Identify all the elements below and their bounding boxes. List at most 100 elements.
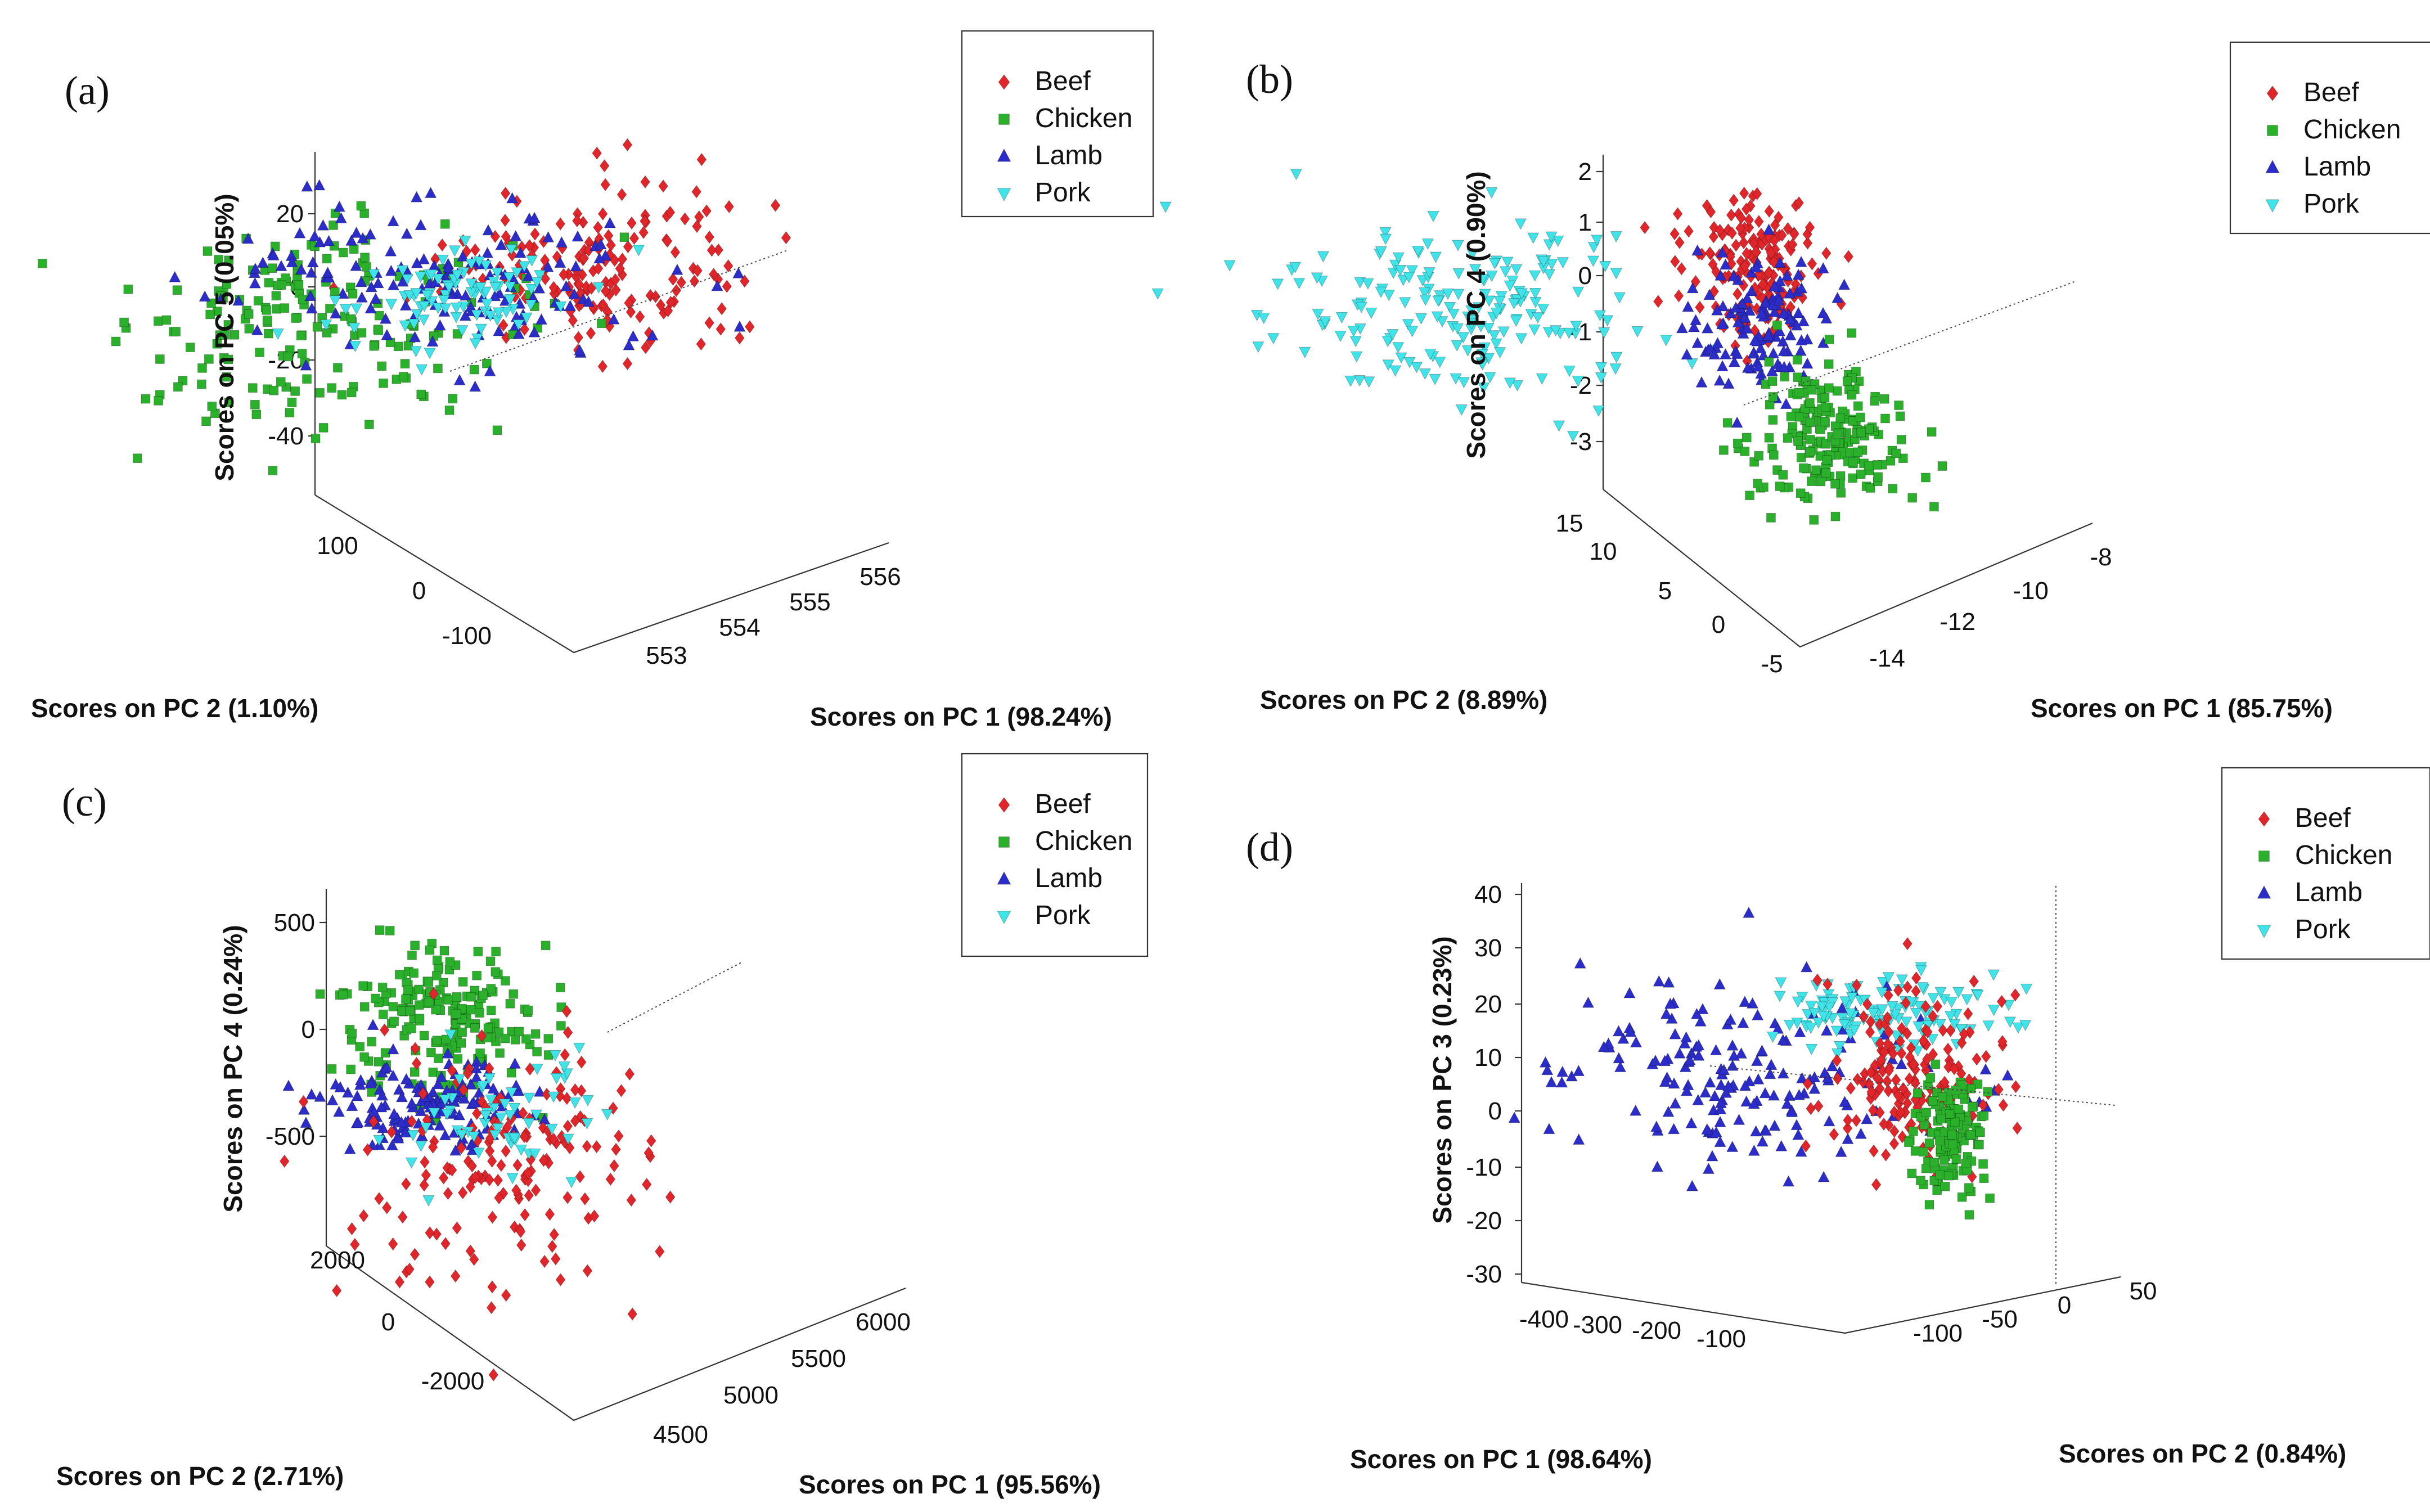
beef-marker xyxy=(447,1163,457,1177)
chicken-marker xyxy=(1821,439,1831,448)
chicken-marker xyxy=(327,1064,337,1074)
scatter-points xyxy=(279,925,676,1382)
chicken-marker xyxy=(407,1024,416,1033)
pork-marker xyxy=(444,1029,457,1041)
chicken-marker xyxy=(1856,428,1866,438)
beef-marker xyxy=(382,1201,392,1214)
lamb-marker xyxy=(489,290,501,302)
pork-marker xyxy=(505,244,518,255)
pork-marker xyxy=(1427,211,1439,223)
lamb-marker xyxy=(1716,360,1729,371)
lamb-marker xyxy=(1820,312,1833,324)
pork-marker xyxy=(1511,380,1523,392)
pork-marker xyxy=(581,1118,593,1130)
chicken-marker xyxy=(416,389,426,399)
beef-marker xyxy=(1794,196,1804,210)
pork-marker xyxy=(439,1095,451,1106)
chicken-marker xyxy=(514,1027,524,1037)
beef-marker xyxy=(523,1166,533,1180)
lamb-marker xyxy=(1572,1065,1585,1077)
beef-marker xyxy=(640,214,650,228)
pork-marker xyxy=(494,1112,507,1124)
beef-marker xyxy=(1889,1105,1900,1119)
lamb-marker xyxy=(1776,335,1789,346)
beef-marker xyxy=(1920,1000,1931,1013)
chicken-marker xyxy=(222,372,231,382)
beef-marker xyxy=(2010,1080,2021,1094)
pork-marker xyxy=(2004,1016,2017,1028)
lamb-marker xyxy=(1718,1064,1730,1076)
lamb-marker xyxy=(249,277,261,289)
lamb-marker xyxy=(1748,1144,1760,1156)
lamb-marker xyxy=(1717,300,1729,312)
beef-marker xyxy=(1896,1047,1907,1060)
pork-marker xyxy=(272,328,284,340)
pork-marker xyxy=(1900,1016,1912,1028)
z-tick-label: 0 xyxy=(1488,1097,1502,1125)
pork-marker xyxy=(481,299,493,310)
z-tick-label: 40 xyxy=(1474,881,1502,908)
chicken-marker xyxy=(403,985,413,995)
beef-marker xyxy=(1876,1053,1887,1067)
pork-marker xyxy=(1499,266,1512,278)
legend-box xyxy=(961,30,1154,218)
pork-marker xyxy=(997,911,1011,924)
chicken-marker xyxy=(1833,429,1842,439)
beef-marker xyxy=(298,1095,309,1109)
pork-marker xyxy=(1876,1004,1888,1016)
beef-marker xyxy=(722,280,732,293)
z-tick-label: 0 xyxy=(1578,262,1592,290)
chicken-marker xyxy=(207,402,217,411)
lamb-marker xyxy=(1737,1016,1749,1028)
chicken-marker xyxy=(433,363,443,374)
lamb-marker xyxy=(1768,280,1781,291)
lamb-marker xyxy=(305,302,318,314)
lamb-marker xyxy=(1720,1086,1732,1098)
chicken-marker xyxy=(1967,1102,1977,1112)
beef-marker xyxy=(1883,988,1893,1002)
pork-marker xyxy=(1429,251,1442,263)
chicken-marker xyxy=(1896,435,1906,444)
pork-marker xyxy=(1537,304,1550,316)
chicken-marker xyxy=(111,336,121,346)
chicken-marker xyxy=(337,390,347,400)
lamb-marker xyxy=(1768,1119,1781,1131)
beef-marker xyxy=(591,1140,602,1154)
chicken-marker xyxy=(172,285,182,295)
pork-marker xyxy=(1442,289,1454,300)
chicken-marker xyxy=(1806,435,1815,444)
lamb-marker xyxy=(370,292,382,304)
chicken-marker xyxy=(397,1006,407,1016)
pork-marker xyxy=(456,1130,468,1141)
pork-marker xyxy=(1466,249,1479,260)
panel-label: (a) xyxy=(65,68,110,113)
lamb-marker xyxy=(395,1091,408,1102)
pork-marker xyxy=(1457,332,1469,344)
pork-marker xyxy=(506,1173,519,1185)
legend-label: Chicken xyxy=(2303,115,2401,145)
x-tick-label: -10 xyxy=(2013,577,2049,605)
chicken-marker xyxy=(1979,1173,1989,1184)
chicken-marker xyxy=(1950,1117,1960,1127)
chicken-marker xyxy=(378,1009,388,1019)
chicken-marker xyxy=(431,1005,440,1015)
y-tick-label: 100 xyxy=(317,532,358,560)
pork-marker xyxy=(385,299,398,310)
beef-marker xyxy=(1911,971,1922,985)
lamb-marker xyxy=(1682,300,1694,312)
chicken-marker xyxy=(410,940,420,951)
lamb-marker xyxy=(352,1116,364,1128)
lamb-marker xyxy=(1691,336,1704,348)
beef-marker xyxy=(440,1237,451,1250)
chicken-marker xyxy=(223,320,233,330)
lamb-marker xyxy=(1793,1088,1805,1100)
chicken-marker xyxy=(161,315,172,325)
chicken-marker xyxy=(1880,413,1890,424)
dotted-axis xyxy=(1709,1065,2116,1106)
pork-marker xyxy=(1476,349,1488,361)
chicken-marker xyxy=(264,278,274,287)
lamb-marker xyxy=(375,1101,388,1113)
beef-marker xyxy=(2012,1121,2022,1135)
beef-marker xyxy=(1932,1000,1943,1013)
lamb-marker xyxy=(1760,296,1772,308)
